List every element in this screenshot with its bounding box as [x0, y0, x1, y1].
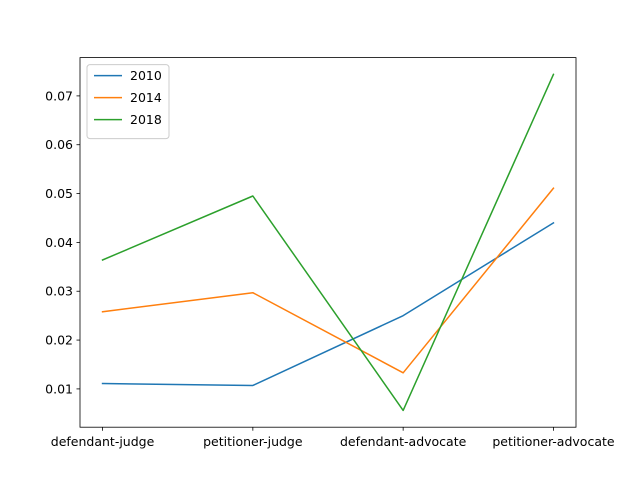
series-line-2018 [101, 73, 555, 412]
y-tick-label: 0.04 [45, 235, 73, 250]
legend-label-2010: 2010 [130, 68, 162, 83]
series-line-2014 [101, 187, 555, 374]
y-tick-label: 0.01 [45, 381, 73, 396]
x-tick-label: defendant-advocate [340, 434, 467, 449]
series-line-2010 [101, 221, 555, 387]
legend-label-2018: 2018 [130, 112, 162, 127]
legend: 2010 2014 2018 [86, 64, 170, 140]
legend-label-2014: 2014 [130, 90, 162, 105]
plot-layer [101, 73, 555, 412]
y-tick-label: 0.06 [45, 137, 73, 152]
y-tick-label: 0.03 [45, 284, 73, 299]
x-tick-label: defendant-judge [51, 434, 155, 449]
y-tick-label: 0.02 [45, 333, 73, 348]
y-tick-label: 0.05 [45, 186, 73, 201]
axes-layer: 0.01 0.02 0.03 0.04 0.05 0.06 0.07 defendant-ju… [45, 57, 615, 449]
x-tick-label: petitioner-judge [203, 434, 303, 449]
y-tick-label: 0.07 [45, 88, 73, 103]
x-tick-label: petitioner-advocate [492, 434, 615, 449]
